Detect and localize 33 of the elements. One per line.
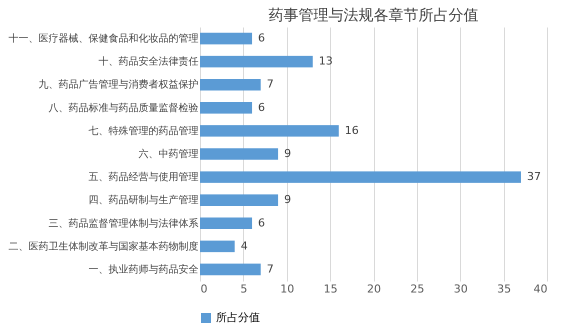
x-tick-label: 5	[240, 282, 248, 296]
y-tick-label: 十、药品安全法律责任	[98, 56, 198, 68]
data-label: 7	[266, 262, 274, 276]
y-tick-label: 二、医药卫生体制改革与国家基本药物制度	[8, 240, 198, 252]
x-tick-label: 25	[410, 282, 424, 296]
y-tick-label: 八、药品标准与药品质量监督检验	[48, 102, 198, 114]
x-tick-label: 0	[200, 282, 208, 296]
x-tick-label: 30	[454, 282, 468, 296]
x-tick-label: 35	[497, 282, 512, 296]
data-label: 13	[318, 54, 333, 68]
legend-label: 所占分值	[216, 311, 260, 324]
data-label: 37	[526, 170, 541, 184]
y-tick-label: 四、药品研制与生产管理	[88, 194, 198, 206]
data-label: 6	[258, 32, 266, 45]
x-tick-label: 15	[324, 282, 338, 296]
y-tick-label: 三、药品监督管理体制与法律体系	[48, 217, 198, 230]
data-label: 9	[284, 193, 292, 206]
y-tick-label: 九、药品广告管理与消费者权益保护	[38, 78, 198, 91]
y-tick-label: 一、执业药师与药品安全	[88, 263, 198, 276]
x-tick-label: 20	[367, 282, 381, 296]
data-label: 9	[284, 147, 292, 160]
y-tick-label: 十一、医疗器械、保健食品和化妆品的管理	[8, 32, 198, 45]
y-tick-label: 五、药品经营与使用管理	[88, 171, 198, 184]
x-tick-label: 10	[280, 282, 294, 296]
chart-title: 药事管理与法规各章节所占分值	[268, 6, 478, 24]
data-label: 6	[258, 100, 266, 114]
x-tick-label: 40	[534, 282, 548, 296]
y-tick-label: 七、特殊管理的药品管理	[88, 124, 198, 137]
data-label: 4	[240, 239, 248, 252]
data-label: 7	[266, 78, 274, 91]
y-tick-label: 六、中药管理	[138, 148, 198, 160]
data-label: 6	[258, 216, 266, 230]
data-label: 16	[344, 124, 359, 137]
